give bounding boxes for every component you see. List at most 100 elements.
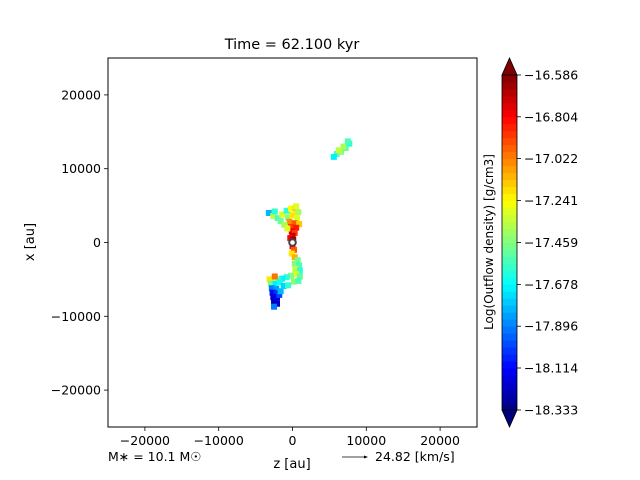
density-cell-south-lobe [294,257,301,264]
colorbar-segment [502,207,517,215]
colorbar-segment [502,403,517,411]
colorbar-tick-label: −17.678 [524,277,578,292]
density-cell-south-lobe [283,274,290,281]
colorbar-segment [502,333,517,341]
density-cell-south-lobe [288,250,295,257]
colorbar-segment [502,284,517,292]
density-cell-north-lobe [296,221,303,228]
x-axis-ticks: −20000 −10000 0 10000 20000 [120,427,460,448]
star-marker-layer [288,238,297,247]
density-cell-north-lobe [291,220,298,227]
density-cell-upper-right-clump [335,147,342,154]
colorbar-segment [502,291,517,299]
colorbar-segment [502,144,517,153]
colorbar-segment [502,193,517,202]
density-cell-north-lobe [265,209,272,216]
x-tick-label: −10000 [194,433,244,448]
colorbar-segment [502,368,517,376]
colorbar-segment [502,396,517,404]
colorbar-tick-label: −16.586 [524,68,578,83]
colorbar-segment [502,312,517,320]
density-cell-south-lobe [273,285,280,292]
density-cell-south-lobe [295,277,302,284]
colorbar-segment [502,361,517,369]
colorbar-segment [502,221,517,229]
density-cell-north-lobe [293,215,300,222]
y-tick-label: −10000 [51,309,101,324]
colorbar-tick-label: −17.241 [524,193,578,208]
density-cell-south-lobe [276,279,283,286]
colorbar-segment [502,109,517,118]
y-tick-label: 10000 [61,161,101,176]
colorbar-segment [502,263,517,271]
colorbar-segment [502,256,517,264]
colorbar-segment [502,340,517,348]
density-cell-south-lobe [270,277,277,284]
density-cell-north-lobe [284,225,291,232]
density-cell-south-lobe [290,278,297,285]
y-tick-label: 0 [93,235,101,250]
x-axis-label: z [au] [273,457,310,472]
density-cell-north-lobe [295,209,302,216]
density-cell-south-lobe [290,246,297,253]
density-cell-upper-right-clump [344,138,351,145]
density-cell-south-lobe [296,273,303,280]
colorbar-segment [502,186,517,195]
density-cell-upper-right-clump [330,153,337,160]
density-cell-south-lobe [268,280,275,287]
density-cell-south-lobe [292,266,299,273]
colorbar-segment [502,179,517,188]
stellar-mass-label: M∗ = 10.1 M☉ [108,449,201,464]
density-cell-south-lobe [288,272,295,279]
density-cell-north-lobe [288,205,295,212]
density-cell-south-lobe [277,288,284,295]
density-cell-south-lobe [269,289,276,296]
colorbar-segment [502,305,517,313]
colorbar-segment [502,228,517,236]
colorbar-segment [502,242,517,250]
density-cell-south-lobe [270,294,277,301]
density-cell-south-lobe [293,271,300,278]
density-cell-north-lobe [293,224,300,231]
colorbar-segment [502,123,517,132]
density-cell-north-lobe [293,203,300,210]
density-cell-south-lobe [272,280,279,287]
velocity-scale-arrowhead [364,455,368,459]
density-cell-south-lobe [285,282,292,289]
density-cell-north-lobe [285,214,292,221]
colorbar-segment [502,172,517,181]
x-tick-label: 10000 [346,433,386,448]
colorbar-tick-label: −18.333 [524,403,578,418]
density-cell-upper-right-clump [340,143,347,150]
colorbar-tick-label: −16.804 [524,109,578,124]
colorbar-segment [502,375,517,383]
colorbar-segment [502,130,517,139]
density-cell-south-lobe [291,260,298,267]
colorbar-segment [502,298,517,306]
density-cell-south-lobe [276,291,283,298]
y-axis-label: x [au] [23,223,38,261]
colorbar-segment [502,270,517,278]
colorbar-segment [502,347,517,355]
density-cell-south-lobe [296,262,303,269]
colorbar-segment [502,151,517,160]
y-tick-label: −20000 [51,383,101,398]
density-cell-south-lobe [279,275,286,282]
colorbar-tick-label: −18.114 [524,361,578,376]
x-tick-label: 20000 [420,433,460,448]
colorbar-segment [502,235,517,243]
density-cell-north-lobe [277,218,284,225]
chart-title: Time = 62.100 kyr [224,37,360,53]
density-cell-north-lobe [289,212,296,219]
density-cell-south-lobe [271,303,278,310]
plot-area: −20000 −10000 0 10000 20000 20000 10000 0 −1000… [51,57,478,448]
colorbar-tick-label: −17.459 [524,235,578,250]
x-tick-label: −20000 [120,433,170,448]
colorbar-segment [502,102,517,111]
density-cell-north-lobe [283,207,290,214]
colorbar-tick-label: −17.896 [524,319,578,334]
colorbar-segment [502,137,517,146]
x-tick-label: 0 [289,433,297,448]
